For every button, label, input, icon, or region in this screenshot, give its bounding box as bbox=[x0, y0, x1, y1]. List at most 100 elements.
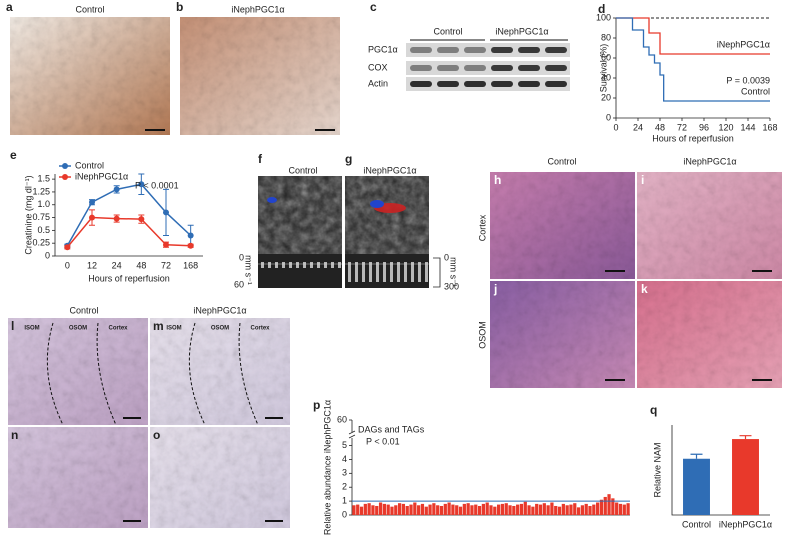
y-tick-label: 5 bbox=[342, 440, 347, 450]
label: ISOM bbox=[166, 326, 181, 332]
label: iNephPGC1α bbox=[193, 305, 246, 315]
bar bbox=[732, 439, 759, 515]
bar bbox=[420, 503, 425, 515]
panel-letter: q bbox=[650, 403, 657, 417]
doppler-wave bbox=[261, 262, 264, 268]
micrograph-texture bbox=[180, 17, 340, 135]
bar bbox=[432, 503, 436, 515]
blot-band bbox=[464, 81, 486, 87]
bar bbox=[504, 503, 508, 515]
bar bbox=[538, 504, 543, 515]
zone-boundary bbox=[188, 322, 206, 426]
zone-boundary bbox=[46, 322, 64, 426]
label: Cortex bbox=[108, 326, 128, 332]
doppler-wave bbox=[282, 262, 285, 268]
bar bbox=[375, 505, 379, 515]
panel-letter: d bbox=[598, 2, 605, 16]
label: Control bbox=[288, 165, 317, 175]
doppler-wave bbox=[331, 262, 334, 268]
y-tick-label: 2 bbox=[342, 482, 347, 492]
bar bbox=[557, 506, 562, 515]
doppler-wave bbox=[289, 262, 292, 268]
doppler-wave bbox=[310, 262, 313, 268]
bar bbox=[371, 505, 375, 515]
bar bbox=[561, 503, 565, 515]
bar bbox=[352, 505, 356, 515]
y-tick-label: 4 bbox=[342, 454, 347, 464]
y-axis-label: Creatinine (mg dl⁻¹) bbox=[23, 175, 33, 254]
x-tick-label: 0 bbox=[613, 122, 618, 132]
doppler-wave bbox=[348, 262, 351, 282]
bar bbox=[378, 502, 383, 515]
label: Control bbox=[547, 156, 576, 166]
micrograph-texture bbox=[637, 281, 782, 388]
bar bbox=[546, 505, 550, 515]
point bbox=[187, 242, 194, 249]
doppler-wave bbox=[383, 262, 386, 282]
bar bbox=[439, 505, 444, 515]
bar bbox=[367, 503, 371, 515]
label: 300 bbox=[444, 281, 459, 291]
y-tick-label: 80 bbox=[601, 32, 611, 42]
y-tick-label: 20 bbox=[601, 92, 611, 102]
point bbox=[89, 214, 95, 221]
bar bbox=[618, 503, 623, 515]
point bbox=[89, 199, 95, 206]
ultrasound-texture bbox=[345, 176, 429, 254]
x-tick-label: 72 bbox=[161, 260, 171, 270]
blot-band bbox=[410, 81, 432, 87]
point bbox=[113, 186, 120, 193]
blot-band bbox=[545, 65, 567, 71]
scale-bracket bbox=[433, 257, 441, 288]
y-tick-label: 1.0 bbox=[37, 199, 50, 209]
bar bbox=[394, 505, 398, 515]
blot-band bbox=[437, 65, 459, 71]
panel-letter: f bbox=[258, 152, 263, 166]
blot-band bbox=[464, 65, 486, 71]
y-tick-label: 0.75 bbox=[32, 212, 50, 222]
legend-label: iNephPGC1α bbox=[717, 39, 770, 49]
annotation: P < 0.0001 bbox=[135, 180, 179, 190]
x-tick-label: 168 bbox=[762, 122, 777, 132]
bar bbox=[443, 503, 447, 515]
bar bbox=[500, 503, 505, 515]
micrograph-texture bbox=[10, 17, 170, 135]
bar bbox=[496, 504, 501, 515]
blot-band bbox=[437, 81, 459, 87]
label: iNephPGC1α bbox=[495, 26, 548, 36]
doppler-wave bbox=[418, 262, 421, 282]
blot-band bbox=[437, 47, 459, 53]
x-tick-label: 48 bbox=[136, 260, 146, 270]
bar bbox=[477, 505, 482, 515]
blot-band bbox=[545, 81, 567, 87]
doppler-wave bbox=[425, 262, 428, 282]
bar bbox=[569, 504, 573, 515]
bar bbox=[554, 505, 558, 515]
bar bbox=[508, 505, 512, 515]
x-axis-label: Hours of reperfusion bbox=[652, 133, 734, 143]
bar bbox=[413, 502, 417, 515]
micrograph-texture bbox=[150, 427, 290, 528]
bar bbox=[485, 502, 489, 515]
bar bbox=[356, 504, 360, 515]
label: Cortex bbox=[477, 214, 487, 241]
label: OSOM bbox=[69, 326, 87, 332]
x-tick-label: 12 bbox=[87, 260, 97, 270]
panel-letter: o bbox=[153, 428, 160, 442]
label: 0 bbox=[239, 252, 244, 262]
bar bbox=[519, 503, 524, 515]
y-tick-label: 0 bbox=[342, 509, 347, 519]
panel-letter: m bbox=[153, 319, 164, 333]
bar bbox=[516, 504, 520, 515]
annotation: DAGs and TAGs bbox=[358, 424, 425, 434]
point bbox=[187, 232, 194, 239]
label: Control bbox=[75, 4, 104, 14]
panel-letter: k bbox=[641, 282, 648, 296]
x-tick-label: 24 bbox=[112, 260, 122, 270]
bar bbox=[531, 506, 535, 515]
doppler-wave bbox=[275, 262, 278, 268]
bar bbox=[363, 503, 367, 515]
bar bbox=[592, 504, 596, 515]
micrograph-texture bbox=[150, 318, 290, 425]
